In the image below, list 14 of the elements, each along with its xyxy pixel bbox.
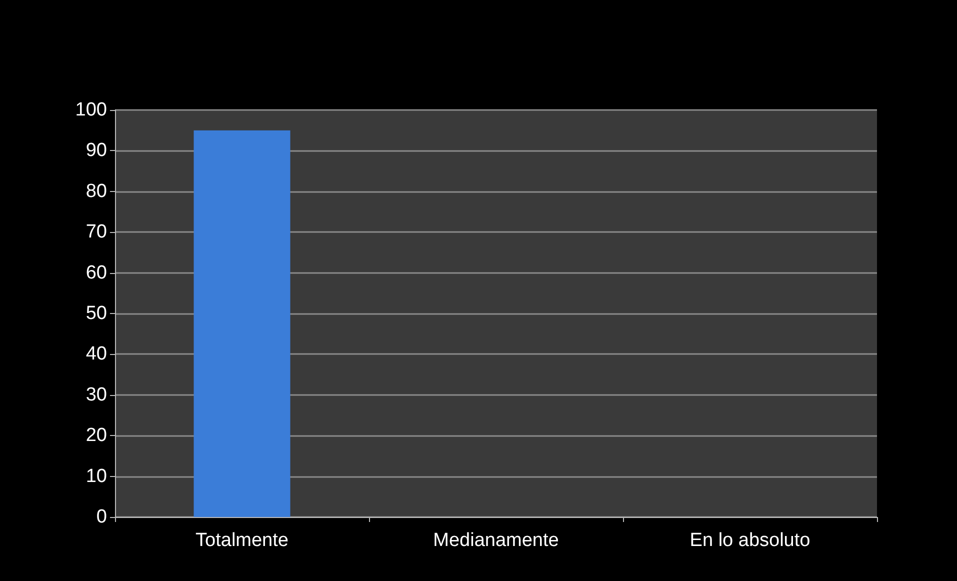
y-tick-label: 0 [96, 506, 107, 528]
y-tick-label: 10 [86, 466, 107, 487]
y-tick-label: 50 [86, 303, 107, 324]
x-tick-label: Totalmente [196, 530, 288, 551]
y-tick-label: 30 [86, 384, 107, 406]
y-tick-label: 40 [86, 344, 107, 365]
y-tick-label: 90 [86, 140, 107, 162]
y-tick-label: 70 [86, 222, 107, 243]
y-tick-label: 100 [75, 100, 107, 120]
y-tick-label: 20 [86, 425, 107, 446]
y-tick-label: 80 [86, 180, 107, 202]
y-tick-label: 60 [86, 262, 107, 284]
x-tick-label: Medianamente [433, 530, 559, 551]
x-tick-label: En lo absoluto [690, 530, 810, 551]
